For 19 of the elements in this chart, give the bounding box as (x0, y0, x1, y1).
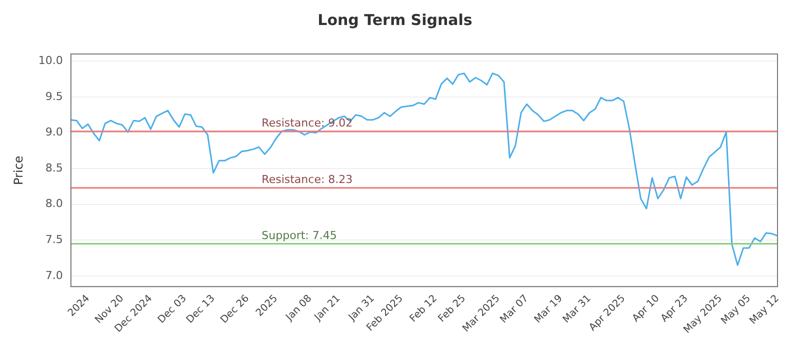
x-tick-label: Jan 21 (312, 293, 343, 324)
y-tick-label: 10.0 (38, 54, 63, 68)
ref-line-label: Resistance: 9.02 (262, 116, 353, 130)
y-tick-label: 7.0 (45, 268, 63, 282)
y-tick-label: 9.0 (45, 126, 63, 139)
ref-line-label: Support: 7.45 (262, 229, 337, 242)
x-tick-label: Dec 26 (218, 293, 252, 326)
x-tick-label: Apr 10 (630, 293, 662, 324)
x-tick-label: Mar 07 (498, 293, 531, 326)
x-tick-label: Jan 08 (284, 293, 314, 324)
y-tick-label: 7.5 (45, 232, 63, 246)
y-axis-title: Price (11, 156, 26, 185)
y-tick-label: 8.5 (45, 161, 63, 174)
x-tick-label: Apr 23 (659, 293, 690, 324)
ref-line-label: Resistance: 8.23 (262, 173, 353, 186)
y-tick-label: 8.0 (45, 197, 63, 210)
chart-title: Long Term Signals (318, 10, 472, 29)
x-tick-label: Dec 13 (184, 293, 218, 326)
y-tick-label: 9.5 (45, 90, 63, 103)
